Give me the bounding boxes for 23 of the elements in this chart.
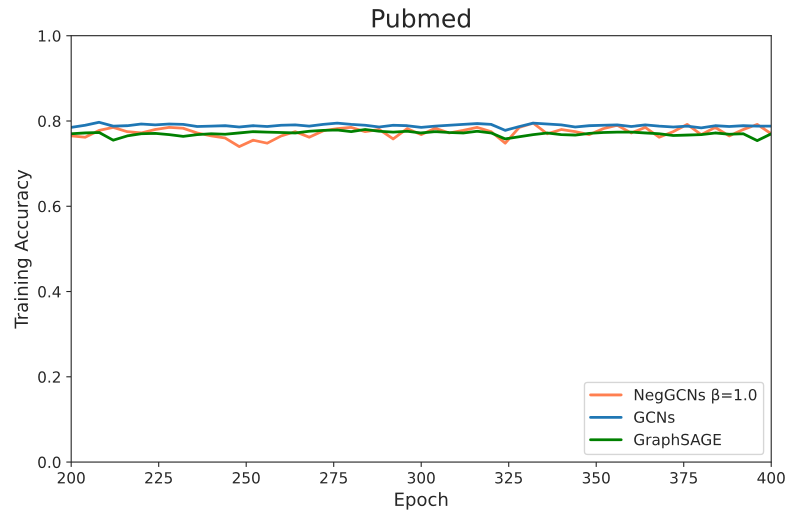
x-tick-label: 250 <box>232 472 260 484</box>
x-tick-label: 300 <box>408 472 435 484</box>
y-tick-label: 0.6 <box>38 200 61 212</box>
y-tick-label: 0.4 <box>38 286 61 298</box>
x-tick-label: 275 <box>320 472 347 484</box>
y-tick-label: 0.2 <box>38 371 60 383</box>
legend-label: NegGCNs β=1.0 <box>634 388 756 404</box>
legend-label: GCNs <box>634 411 674 423</box>
y-tick-label: 0.0 <box>38 456 60 468</box>
line-series <box>71 120 772 132</box>
x-axis-title: Epoch <box>395 492 448 510</box>
y-tick-label: 1.0 <box>38 30 60 42</box>
legend-label: GraphSAGE <box>634 434 721 448</box>
y-tick-label: 0.8 <box>38 115 60 128</box>
x-tick-label: 225 <box>145 472 172 484</box>
x-tick-label: 325 <box>495 472 522 484</box>
x-tick-label: 200 <box>58 472 85 484</box>
x-tick-label: 400 <box>757 472 785 484</box>
x-tick-label: 350 <box>582 472 610 484</box>
chart-title: Pubmed <box>372 8 470 28</box>
x-tick-label: 375 <box>670 472 697 484</box>
line-series <box>71 128 772 142</box>
y-axis-title: Training Accuracy <box>14 170 32 329</box>
